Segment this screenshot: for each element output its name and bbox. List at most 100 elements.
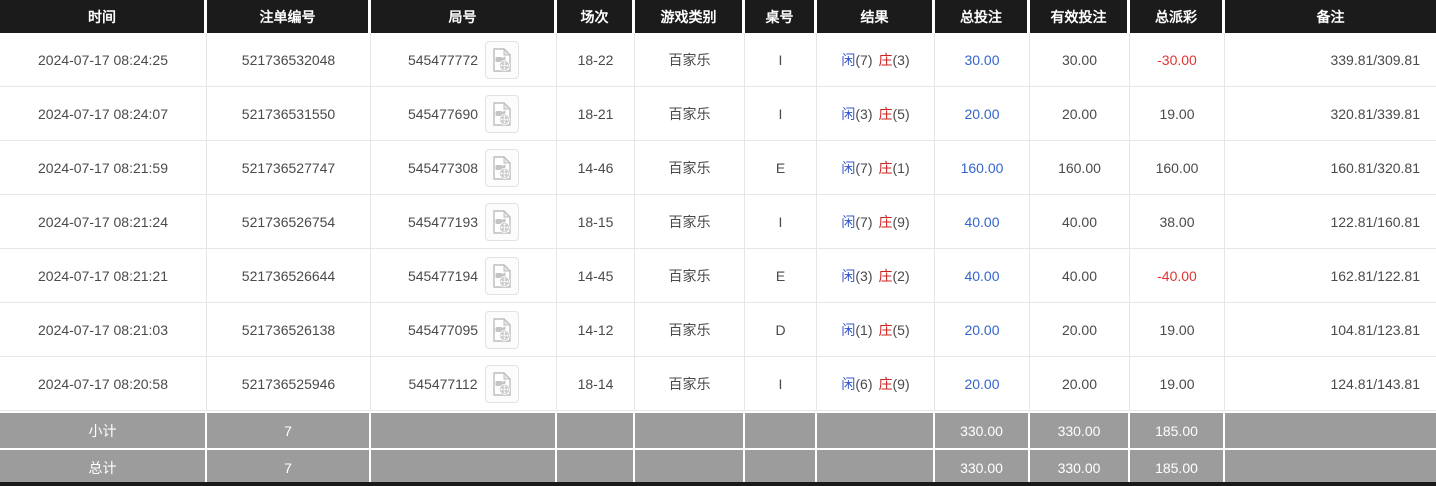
total-payout-cell: 19.00 xyxy=(1130,357,1225,411)
remark-cell: 160.81/320.81 xyxy=(1225,141,1436,195)
video-file-glyph xyxy=(493,263,512,288)
total-bet-cell[interactable]: 40.00 xyxy=(935,195,1030,249)
subtotal-valid-bet: 330.00 xyxy=(1030,411,1130,448)
valid-bet-cell: 20.00 xyxy=(1030,87,1130,141)
col-header-game-type: 游戏类别 xyxy=(635,0,745,33)
remark-cell: 162.81/122.81 xyxy=(1225,249,1436,303)
video-replay-icon[interactable] xyxy=(485,40,520,79)
subtotal-label: 小计 xyxy=(0,411,207,448)
table-footer: 小计 7 330.00 330.00 185.00 总计 7 330.00 33… xyxy=(0,411,1436,482)
result-banker-points: (3) xyxy=(892,51,910,68)
bet-id-cell: 521736525946 xyxy=(207,357,371,411)
table-row: 2024-07-17 08:21:24 521736526754 5454771… xyxy=(0,195,1436,249)
col-header-total-bet: 总投注 xyxy=(935,0,1030,33)
grand-total-count: 7 xyxy=(207,448,371,482)
game-type-cell: 百家乐 xyxy=(635,87,745,141)
round-id-cell: 545477690 xyxy=(371,87,557,141)
session-cell: 18-14 xyxy=(557,357,635,411)
result-banker-points: (1) xyxy=(892,159,910,176)
table-no-cell: I xyxy=(745,33,817,87)
result-player-label: 闲 xyxy=(841,375,856,392)
table-row: 2024-07-17 08:20:58 521736525946 5454771… xyxy=(0,357,1436,411)
result-player-label: 闲 xyxy=(841,321,856,338)
session-cell: 18-15 xyxy=(557,195,635,249)
session-cell: 18-21 xyxy=(557,87,635,141)
result-player-label: 闲 xyxy=(841,159,856,176)
total-bet-cell[interactable]: 20.00 xyxy=(935,87,1030,141)
video-file-glyph xyxy=(493,209,512,234)
result-banker-points: (9) xyxy=(892,375,910,392)
subtotal-row: 小计 7 330.00 330.00 185.00 xyxy=(0,411,1436,448)
result-player-label: 闲 xyxy=(841,105,856,122)
game-type-cell: 百家乐 xyxy=(635,141,745,195)
valid-bet-cell: 40.00 xyxy=(1030,249,1130,303)
col-header-result: 结果 xyxy=(817,0,935,33)
total-bet-cell[interactable]: 20.00 xyxy=(935,357,1030,411)
result-banker-label: 庄 xyxy=(878,105,893,122)
table-no-cell: I xyxy=(745,195,817,249)
video-file-glyph xyxy=(493,317,512,342)
round-id-cell: 545477772 xyxy=(371,33,557,87)
result-cell: 闲(1) 庄(5) xyxy=(817,303,935,357)
col-header-round-id: 局号 xyxy=(371,0,557,33)
remark-cell: 339.81/309.81 xyxy=(1225,33,1436,87)
bet-id-cell: 521736526138 xyxy=(207,303,371,357)
table-no-cell: I xyxy=(745,357,817,411)
col-header-total-payout: 总派彩 xyxy=(1130,0,1225,33)
total-bet-cell[interactable]: 30.00 xyxy=(935,33,1030,87)
table-row: 2024-07-17 08:24:25 521736532048 5454777… xyxy=(0,33,1436,87)
round-id-cell: 545477194 xyxy=(371,249,557,303)
total-bet-cell[interactable]: 40.00 xyxy=(935,249,1030,303)
valid-bet-cell: 20.00 xyxy=(1030,357,1130,411)
table-no-cell: D xyxy=(745,303,817,357)
video-replay-icon[interactable] xyxy=(484,364,519,403)
grand-total-total-payout: 185.00 xyxy=(1130,448,1225,482)
game-type-cell: 百家乐 xyxy=(635,33,745,87)
subtotal-total-bet: 330.00 xyxy=(935,411,1030,448)
video-replay-icon[interactable] xyxy=(485,202,520,241)
table-row: 2024-07-17 08:21:03 521736526138 5454770… xyxy=(0,303,1436,357)
game-type-cell: 百家乐 xyxy=(635,195,745,249)
game-type-cell: 百家乐 xyxy=(635,303,745,357)
valid-bet-cell: 160.00 xyxy=(1030,141,1130,195)
valid-bet-cell: 30.00 xyxy=(1030,33,1130,87)
video-file-glyph xyxy=(493,47,512,72)
session-cell: 14-12 xyxy=(557,303,635,357)
result-banker-label: 庄 xyxy=(878,321,893,338)
round-id-value: 545477772 xyxy=(407,51,479,68)
round-id-value: 545477690 xyxy=(407,105,479,122)
table-no-cell: E xyxy=(745,141,817,195)
result-cell: 闲(6) 庄(9) xyxy=(817,357,935,411)
result-player-label: 闲 xyxy=(841,267,856,284)
remark-cell: 320.81/339.81 xyxy=(1225,87,1436,141)
round-id-cell: 545477095 xyxy=(371,303,557,357)
col-header-valid-bet: 有效投注 xyxy=(1030,0,1130,33)
video-file-glyph xyxy=(492,371,511,396)
table-no-cell: E xyxy=(745,249,817,303)
result-player-points: (3) xyxy=(855,267,873,284)
bet-id-cell: 521736532048 xyxy=(207,33,371,87)
time-cell: 2024-07-17 08:21:21 xyxy=(0,249,207,303)
video-replay-icon[interactable] xyxy=(485,256,520,295)
total-bet-cell[interactable]: 160.00 xyxy=(935,141,1030,195)
total-payout-cell: 19.00 xyxy=(1130,303,1225,357)
result-cell: 闲(7) 庄(3) xyxy=(817,33,935,87)
session-cell: 14-46 xyxy=(557,141,635,195)
total-bet-cell[interactable]: 20.00 xyxy=(935,303,1030,357)
video-replay-icon[interactable] xyxy=(485,94,520,133)
total-payout-cell: -30.00 xyxy=(1130,33,1225,87)
bet-id-cell: 521736526644 xyxy=(207,249,371,303)
video-replay-icon[interactable] xyxy=(485,148,520,187)
video-replay-icon[interactable] xyxy=(485,310,520,349)
round-id-value: 545477308 xyxy=(407,159,479,176)
col-header-remark: 备注 xyxy=(1225,0,1436,33)
result-cell: 闲(3) 庄(5) xyxy=(817,87,935,141)
result-banker-label: 庄 xyxy=(878,267,893,284)
video-file-glyph xyxy=(493,155,512,180)
result-banker-points: (5) xyxy=(892,105,910,122)
time-cell: 2024-07-17 08:21:24 xyxy=(0,195,207,249)
game-type-cell: 百家乐 xyxy=(635,249,745,303)
session-cell: 14-45 xyxy=(557,249,635,303)
